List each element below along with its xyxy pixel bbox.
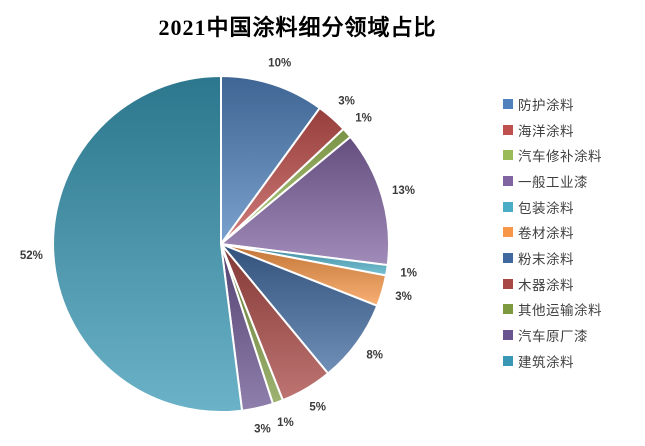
pie-value-label-1: 3% — [338, 96, 355, 108]
legend-item-9: 汽车原厂漆 — [503, 322, 602, 348]
legend-label: 粉末涂料 — [518, 251, 574, 267]
legend-label: 汽车修补涂料 — [518, 149, 602, 165]
legend-item-4: 包装涂料 — [503, 194, 602, 220]
legend-color-swatch — [503, 98, 513, 109]
legend-label: 海洋涂料 — [518, 123, 574, 139]
pie-value-label-6: 8% — [366, 350, 383, 362]
legend-item-3: 一般工业漆 — [503, 168, 602, 194]
legend-item-7: 木器涂料 — [503, 271, 602, 297]
legend-label: 包装涂料 — [518, 200, 574, 216]
legend-color-swatch — [503, 330, 513, 341]
pie-value-label-5: 3% — [395, 291, 412, 303]
legend-color-swatch — [503, 304, 513, 315]
legend-color-swatch — [503, 227, 513, 238]
legend-item-1: 海洋涂料 — [503, 117, 602, 143]
pie-value-label-7: 5% — [309, 402, 326, 414]
pie-slice-3 — [220, 135, 391, 267]
legend-label: 其他运输涂料 — [518, 303, 602, 319]
legend-color-swatch — [503, 278, 513, 289]
legend: 防护涂料海洋涂料汽车修补涂料 一般工业漆包装涂料卷材涂料粉末涂料木器涂料其他运输涂… — [503, 91, 602, 374]
legend-item-5: 卷材涂料 — [503, 219, 602, 245]
legend-color-swatch — [503, 252, 513, 263]
pie-value-label-9: 3% — [254, 423, 271, 435]
legend-label: 一般工业漆 — [518, 174, 588, 190]
pie-value-label-0: 10% — [268, 57, 291, 69]
pie-value-label-10: 52% — [20, 250, 43, 262]
legend-label: 木器涂料 — [518, 277, 574, 293]
legend-color-swatch — [503, 201, 513, 212]
legend-color-swatch — [503, 175, 513, 186]
legend-label: 防护涂料 — [518, 97, 574, 113]
legend-color-swatch — [503, 355, 513, 366]
legend-item-0: 防护涂料 — [503, 91, 602, 117]
legend-item-8: 其他运输涂料 — [503, 297, 602, 323]
chart-title: 2021中国涂料细分领域占比 — [158, 15, 437, 40]
legend-label: 建筑涂料 — [518, 354, 574, 370]
legend-item-10: 建筑涂料 — [503, 348, 602, 374]
pie-value-label-2: 1% — [355, 112, 372, 124]
legend-item-6: 粉末涂料 — [503, 245, 602, 271]
legend-color-swatch — [503, 124, 513, 135]
pie-value-label-8: 1% — [277, 417, 294, 429]
legend-label: 卷材涂料 — [518, 226, 574, 242]
legend-label: 汽车原厂漆 — [518, 329, 588, 345]
pie-value-label-4: 1% — [400, 268, 417, 280]
pie-slice-0 — [220, 75, 321, 245]
legend-color-swatch — [503, 150, 513, 161]
pie-value-label-3: 13% — [392, 185, 415, 197]
legend-item-2: 汽车修补涂料 — [503, 142, 602, 168]
pie-chart: 10%3%1%13%1%3%8%5%1%3%52% — [20, 57, 417, 435]
pie-slice-10 — [52, 75, 244, 413]
